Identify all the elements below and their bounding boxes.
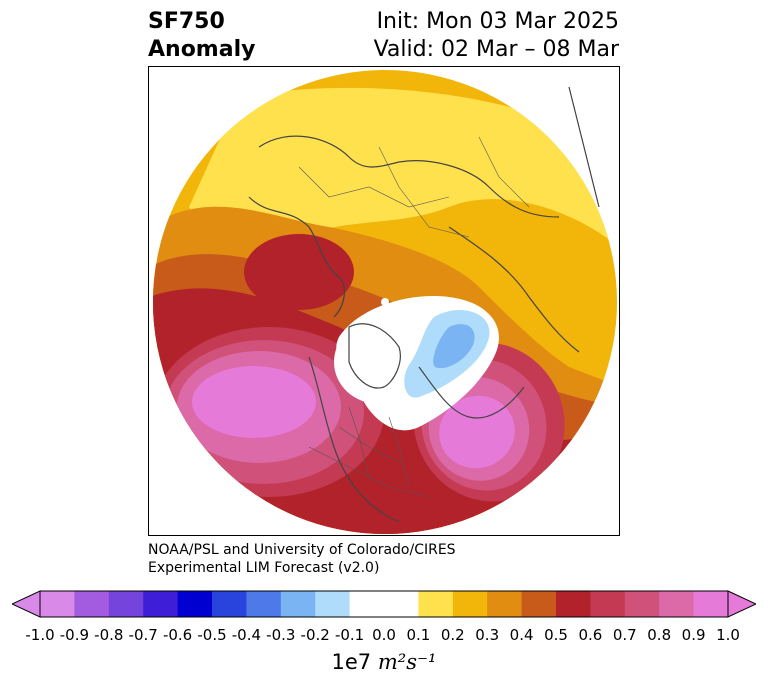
colorbar-tick-label: 0.4 (509, 626, 534, 644)
units-expr: m²s⁻¹ (377, 650, 437, 674)
anomaly-map-svg (153, 70, 617, 534)
colorbar-swatch (384, 591, 419, 617)
colorbar-tick-label: 0.1 (406, 626, 431, 644)
colorbar-tick-label: -0.9 (59, 626, 90, 644)
colorbar-tick-label: -0.5 (197, 626, 227, 644)
colorbar-tick-label: -0.4 (231, 626, 262, 644)
colorbar-tick-label: 0.5 (544, 626, 568, 644)
colorbar-swatch (246, 591, 282, 617)
colorbar-swatch (452, 591, 488, 617)
colorbar-tick-label: 0.3 (475, 626, 500, 644)
colorbar-swatch (590, 591, 626, 617)
colorbar-swatch (280, 591, 316, 617)
colorbar-tick-label: 1.0 (716, 626, 740, 644)
colorbar-frame (39, 590, 729, 618)
title-block-left: SF750 Anomaly (148, 8, 255, 64)
colorbar-tick-label: -0.2 (300, 626, 330, 644)
polar-map (148, 66, 620, 536)
colorbar-swatch (693, 591, 729, 617)
colorbar-tick-label: 0.0 (372, 626, 396, 644)
colorbar-tick-label: -0.6 (162, 626, 193, 644)
units-scale: 1e7 (331, 650, 372, 674)
colorbar-swatch (418, 591, 454, 617)
colorbar-swatch (521, 591, 557, 617)
credit-line-2: Experimental LIM Forecast (v2.0) (148, 560, 380, 576)
init-date: Init: Mon 03 Mar 2025 (376, 9, 619, 34)
colorbar-swatch (108, 591, 144, 617)
colorbar-tick-label: -0.8 (94, 626, 124, 644)
colorbar-swatch (556, 591, 591, 617)
colorbar-swatch (487, 591, 523, 617)
anomaly-subtitle: Anomaly (148, 37, 256, 62)
title-block-right: Init: Mon 03 Mar 2025 Valid: 02 Mar – 08… (374, 8, 619, 64)
colorbar-tick-label: -0.3 (266, 626, 296, 644)
credit-block: NOAA/PSL and University of Colorado/CIRE… (148, 541, 456, 577)
credit-line-1: NOAA/PSL and University of Colorado/CIRE… (148, 542, 456, 558)
valid-range: Valid: 02 Mar – 08 Mar (373, 37, 619, 62)
colorbar-swatch (659, 591, 695, 617)
colorbar-tick-label: -1.0 (25, 626, 55, 644)
colorbar-tick-label: -0.1 (334, 626, 365, 644)
variable-title: SF750 (148, 9, 225, 34)
colorbar-swatch (212, 591, 247, 617)
colorbar-max-arrow (727, 590, 756, 618)
colorbar-swatch (143, 591, 179, 617)
colorbar-swatch (74, 591, 110, 617)
colorbar-swatch (349, 591, 385, 617)
colorbar (12, 589, 756, 619)
colorbar-tick-label: -0.7 (128, 626, 158, 644)
colorbar-ticks: -1.0 -0.9 -0.8 -0.7 -0.6 -0.5 -0.4 -0.3 -0.2 -0.1… (0, 626, 768, 646)
colorbar-tick-label: 0.8 (647, 626, 672, 644)
colorbar-tick-label: 0.9 (681, 626, 706, 644)
colorbar-tick-label: 0.7 (612, 626, 637, 644)
anomaly-field (153, 70, 617, 534)
colorbar-min-arrow (12, 590, 41, 618)
coastlines-icon (248, 86, 600, 523)
colorbar-tick-label: 0.2 (440, 626, 465, 644)
colorbar-swatch (624, 591, 660, 617)
colorbar-swatch (315, 591, 351, 617)
colorbar-units: 1e7 m²s⁻¹ (0, 648, 768, 676)
colorbar-svg (12, 590, 756, 618)
colorbar-swatch (40, 591, 75, 617)
colorbar-swatch (177, 591, 213, 617)
country-borders-icon (298, 136, 530, 498)
colorbar-tick-label: 0.6 (578, 626, 603, 644)
